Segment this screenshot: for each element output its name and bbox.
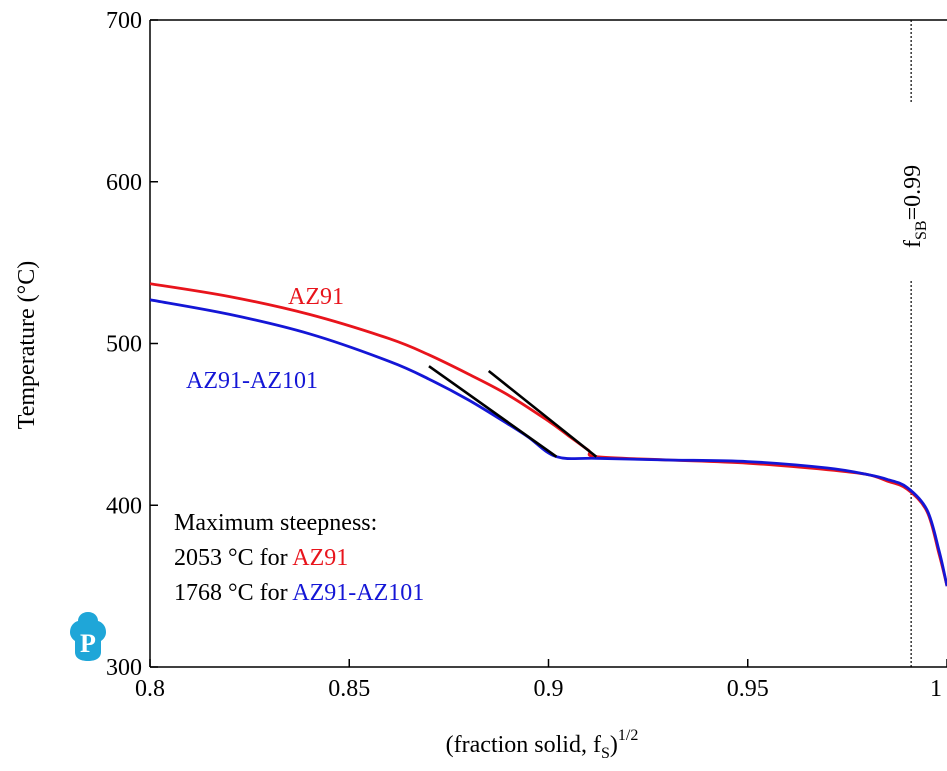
x-title-main: (fraction solid, f [446,732,601,758]
pandat-p-logo-icon: P [70,612,106,661]
ref-label-sub: SB [913,220,930,240]
y-tick-label: 600 [106,170,142,196]
steepness-line-2-value: 1768 °C for [174,580,292,606]
reference-line-label: fSB=0.99 [900,165,930,248]
series-line-az91 [150,282,947,587]
x-tick-label: 0.8 [135,676,165,702]
y-tick-label: 500 [106,332,142,358]
y-ticks: 300 400 500 600 700 [106,8,158,681]
tangent-line-2 [428,365,558,458]
x-tick-label: 1 [930,676,942,702]
series-label-az91: AZ91 [288,284,344,310]
x-title-sub: S [601,745,610,762]
y-tick-label: 300 [106,655,142,681]
y-tick-label: 700 [106,8,142,34]
svg-text:fSB=0.99: fSB=0.99 [900,165,930,248]
tangent-line-1 [487,369,598,458]
x-tick-label: 0.9 [534,676,564,702]
x-ticks: 0.8 0.85 0.9 0.95 1 [135,659,947,702]
x-title-sup: 1/2 [618,727,638,744]
x-title-close: ) [610,732,618,758]
series-group [150,282,947,587]
steepness-title: Maximum steepness: [174,510,377,536]
series-line-az91-az101 [150,298,947,587]
x-axis-title: (fraction solid, fS)1/2 [446,727,639,762]
svg-text:P: P [80,629,96,658]
y-axis-title: Temperature (°C) [14,261,40,430]
series-label-az91-az101: AZ91-AZ101 [186,368,318,394]
x-tick-label: 0.85 [328,676,370,702]
steepness-line-2-name: AZ91-AZ101 [292,580,424,606]
steepness-line-2: 1768 °C for AZ91-AZ101 [174,580,424,606]
steepness-line-1-value: 2053 °C for [174,545,292,571]
y-tick-label: 400 [106,493,142,519]
ref-label-main: f [900,240,926,248]
tangent-lines [428,365,598,458]
steepness-line-1: 2053 °C for AZ91 [174,545,348,571]
ref-label-rest: =0.99 [900,165,926,221]
x-tick-label: 0.95 [727,676,769,702]
steepness-annotation: Maximum steepness: 2053 °C for AZ91 1768… [174,510,424,606]
steepness-line-1-name: AZ91 [292,545,348,571]
